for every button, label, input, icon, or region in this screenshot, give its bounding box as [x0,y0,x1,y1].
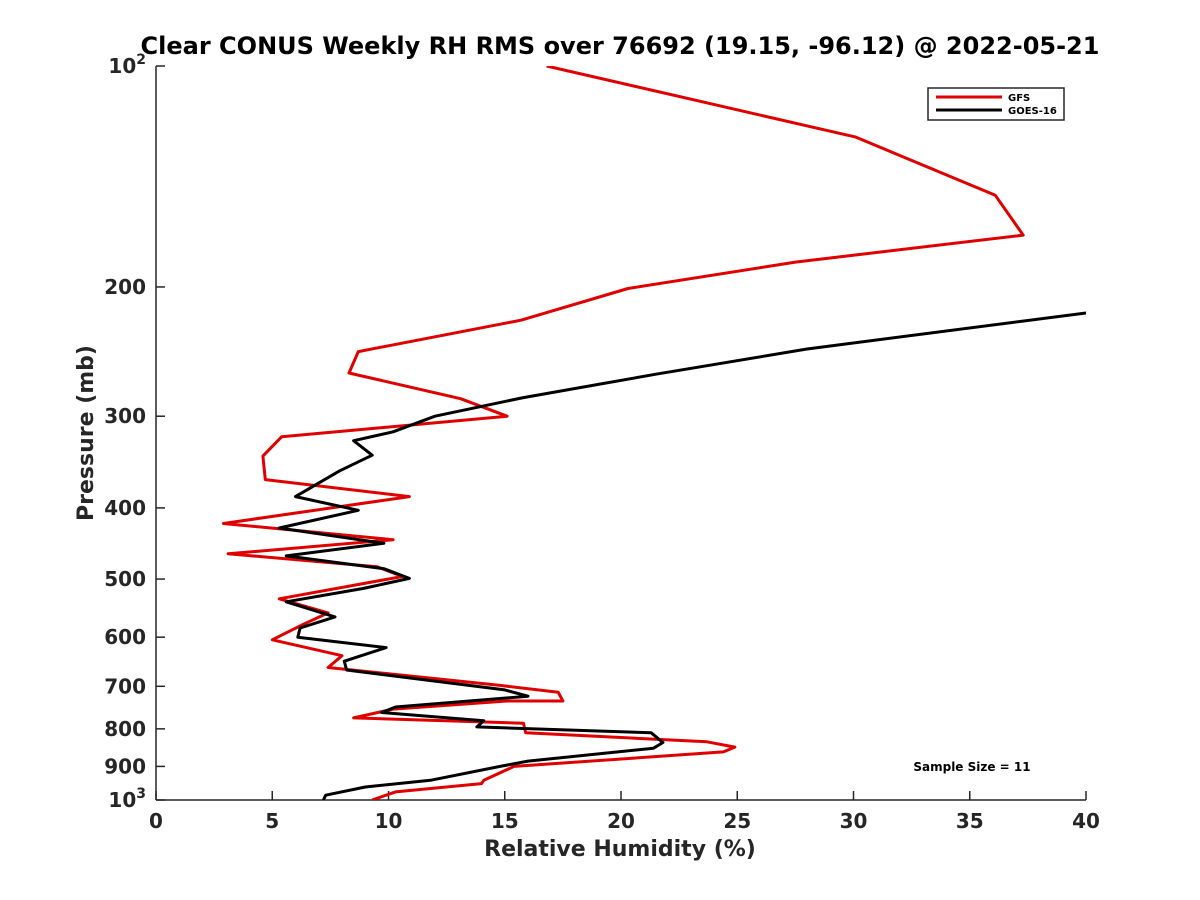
x-tick-label: 5 [265,809,279,833]
x-tick-label: 15 [491,809,519,833]
x-tick-label: 0 [149,809,163,833]
chart-title: Clear CONUS Weekly RH RMS over 76692 (19… [141,32,1100,60]
legend-label-gfs: GFS [1008,93,1030,104]
y-tick-label: 900 [104,754,146,778]
y-tick-label: 300 [104,404,146,428]
series-line-goes-16 [277,311,1086,800]
axes-group: 0 5 10 15 20 25 30 35 40 102 200 300 400 500 600 700 800… [104,52,1100,833]
series-group [221,66,1086,800]
legend-label-goes-16: GOES-16 [1008,106,1057,117]
x-tick-label: 35 [956,809,984,833]
y-tick-label: 800 [104,717,146,741]
x-tick-label: 20 [607,809,635,833]
y-tick-label: 102 [108,52,146,78]
legend-box [927,87,1065,121]
sample-size-annotation: Sample Size = 11 [913,760,1030,774]
x-tick-label: 10 [375,809,403,833]
y-axis-label: Pressure (mb) [74,345,99,521]
x-tick-label: 30 [840,809,868,833]
x-axis-label: Relative Humidity (%) [484,837,756,862]
series-line-gfs [221,66,1025,800]
y-tick-label: 700 [104,674,146,698]
legend: GFS GOES-16 [927,87,1065,121]
y-tick-label: 400 [104,496,146,520]
x-tick-label: 40 [1072,809,1100,833]
y-tick-label: 600 [104,625,146,649]
x-tick-label: 25 [723,809,751,833]
y-tick-label: 103 [108,786,146,812]
y-tick-label: 200 [104,275,146,299]
y-tick-label: 500 [104,567,146,591]
